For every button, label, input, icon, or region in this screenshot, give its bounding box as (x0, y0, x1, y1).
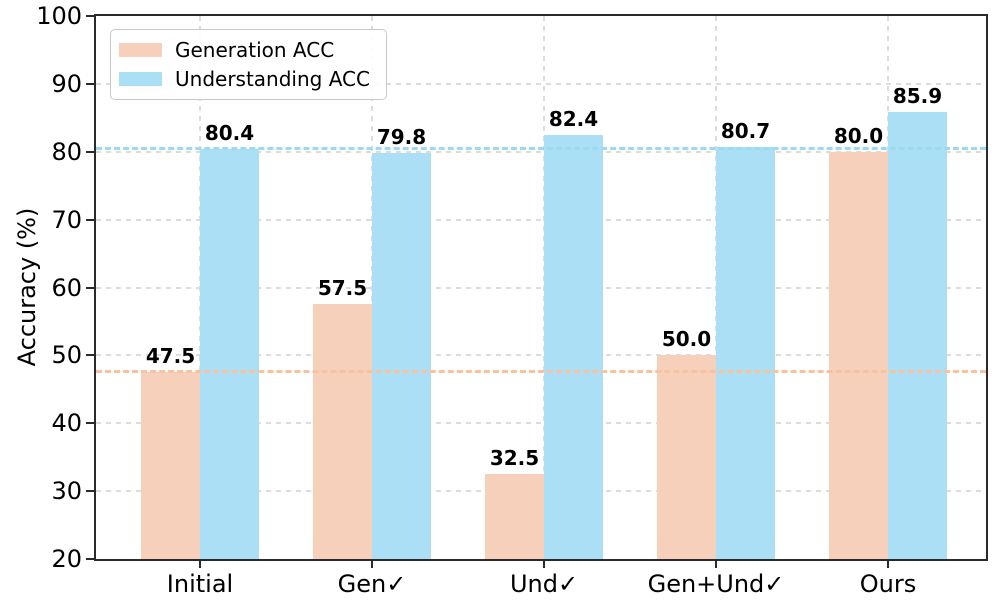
y-tick-label-80: 80 (51, 137, 82, 166)
value-label-understanding-acc-gen-und: 80.7 (720, 118, 771, 143)
x-tick-label-gen-und: Gen+Und✓ (647, 570, 785, 598)
x-tick-mark-ours (887, 561, 889, 568)
bar-generation-acc-und (485, 474, 544, 559)
bar-understanding-acc-gen-und (716, 146, 775, 559)
legend-label-understanding: Understanding ACC (175, 67, 370, 91)
y-tick-label-60: 60 (51, 273, 82, 302)
legend-entry-understanding: Understanding ACC (119, 67, 370, 91)
y-tick-mark-80 (86, 150, 94, 153)
value-label-generation-acc-gen-und: 50.0 (661, 327, 712, 352)
h-gridline-50 (96, 354, 986, 357)
y-tick-mark-90 (86, 82, 94, 85)
bar-understanding-acc-und (544, 135, 603, 559)
x-tick-mark-und (543, 561, 545, 568)
x-tick-label-und: Und✓ (509, 570, 579, 598)
value-label-generation-acc-ours: 80.0 (833, 123, 884, 148)
understanding-acc-swatch (119, 72, 162, 86)
x-tick-mark-gen (371, 561, 373, 568)
plot-area (94, 14, 988, 561)
value-label-generation-acc-und: 32.5 (489, 446, 540, 471)
bar-layer (96, 16, 986, 559)
x-tick-mark-gen-und (715, 561, 717, 568)
bar-understanding-acc-gen (372, 153, 431, 559)
generation-acc-swatch (119, 43, 162, 57)
value-label-understanding-acc-initial: 80.4 (204, 121, 255, 146)
x-tick-label-initial: Initial (166, 570, 234, 598)
h-gridline-90 (96, 82, 986, 85)
reference-line-layer (96, 16, 986, 559)
reference-line-47.5 (96, 370, 986, 374)
value-label-understanding-acc-gen: 79.8 (376, 125, 427, 150)
y-tick-mark-50 (86, 354, 94, 357)
value-label-understanding-acc-und: 82.4 (548, 107, 599, 132)
y-tick-mark-70 (86, 218, 94, 221)
y-tick-mark-20 (86, 558, 94, 560)
bar-generation-acc-gen (313, 304, 372, 559)
legend-label-generation: Generation ACC (175, 38, 335, 62)
y-tick-label-90: 90 (51, 69, 82, 98)
y-tick-label-70: 70 (51, 205, 82, 234)
bar-generation-acc-ours (829, 151, 888, 559)
h-gridline-40 (96, 422, 986, 425)
y-tick-label-30: 30 (51, 477, 82, 506)
y-tick-mark-100 (86, 15, 94, 17)
y-tick-mark-30 (86, 490, 94, 493)
y-tick-label-50: 50 (51, 341, 82, 370)
value-label-understanding-acc-ours: 85.9 (892, 83, 943, 108)
bar-understanding-acc-initial (200, 149, 259, 559)
bar-understanding-acc-ours (888, 111, 947, 559)
legend-entry-generation: Generation ACC (119, 38, 370, 62)
y-tick-label-40: 40 (51, 409, 82, 438)
x-tick-mark-initial (199, 561, 201, 568)
h-gridline-70 (96, 218, 986, 221)
value-label-generation-acc-initial: 47.5 (145, 344, 196, 369)
legend: Generation ACC Understanding ACC (110, 29, 387, 100)
bar-generation-acc-initial (141, 372, 200, 559)
y-tick-label-20: 20 (51, 545, 82, 573)
h-gridline-60 (96, 286, 986, 289)
x-tick-label-gen: Gen✓ (337, 570, 407, 598)
x-tick-label-ours: Ours (859, 570, 917, 598)
value-label-generation-acc-gen: 57.5 (317, 276, 368, 301)
y-tick-mark-40 (86, 422, 94, 425)
reference-line-80.4 (96, 147, 986, 151)
h-gridline-80 (96, 150, 986, 153)
y-tick-label-100: 100 (36, 2, 82, 30)
y-tick-mark-60 (86, 286, 94, 289)
bar-generation-acc-gen-und (657, 355, 716, 559)
